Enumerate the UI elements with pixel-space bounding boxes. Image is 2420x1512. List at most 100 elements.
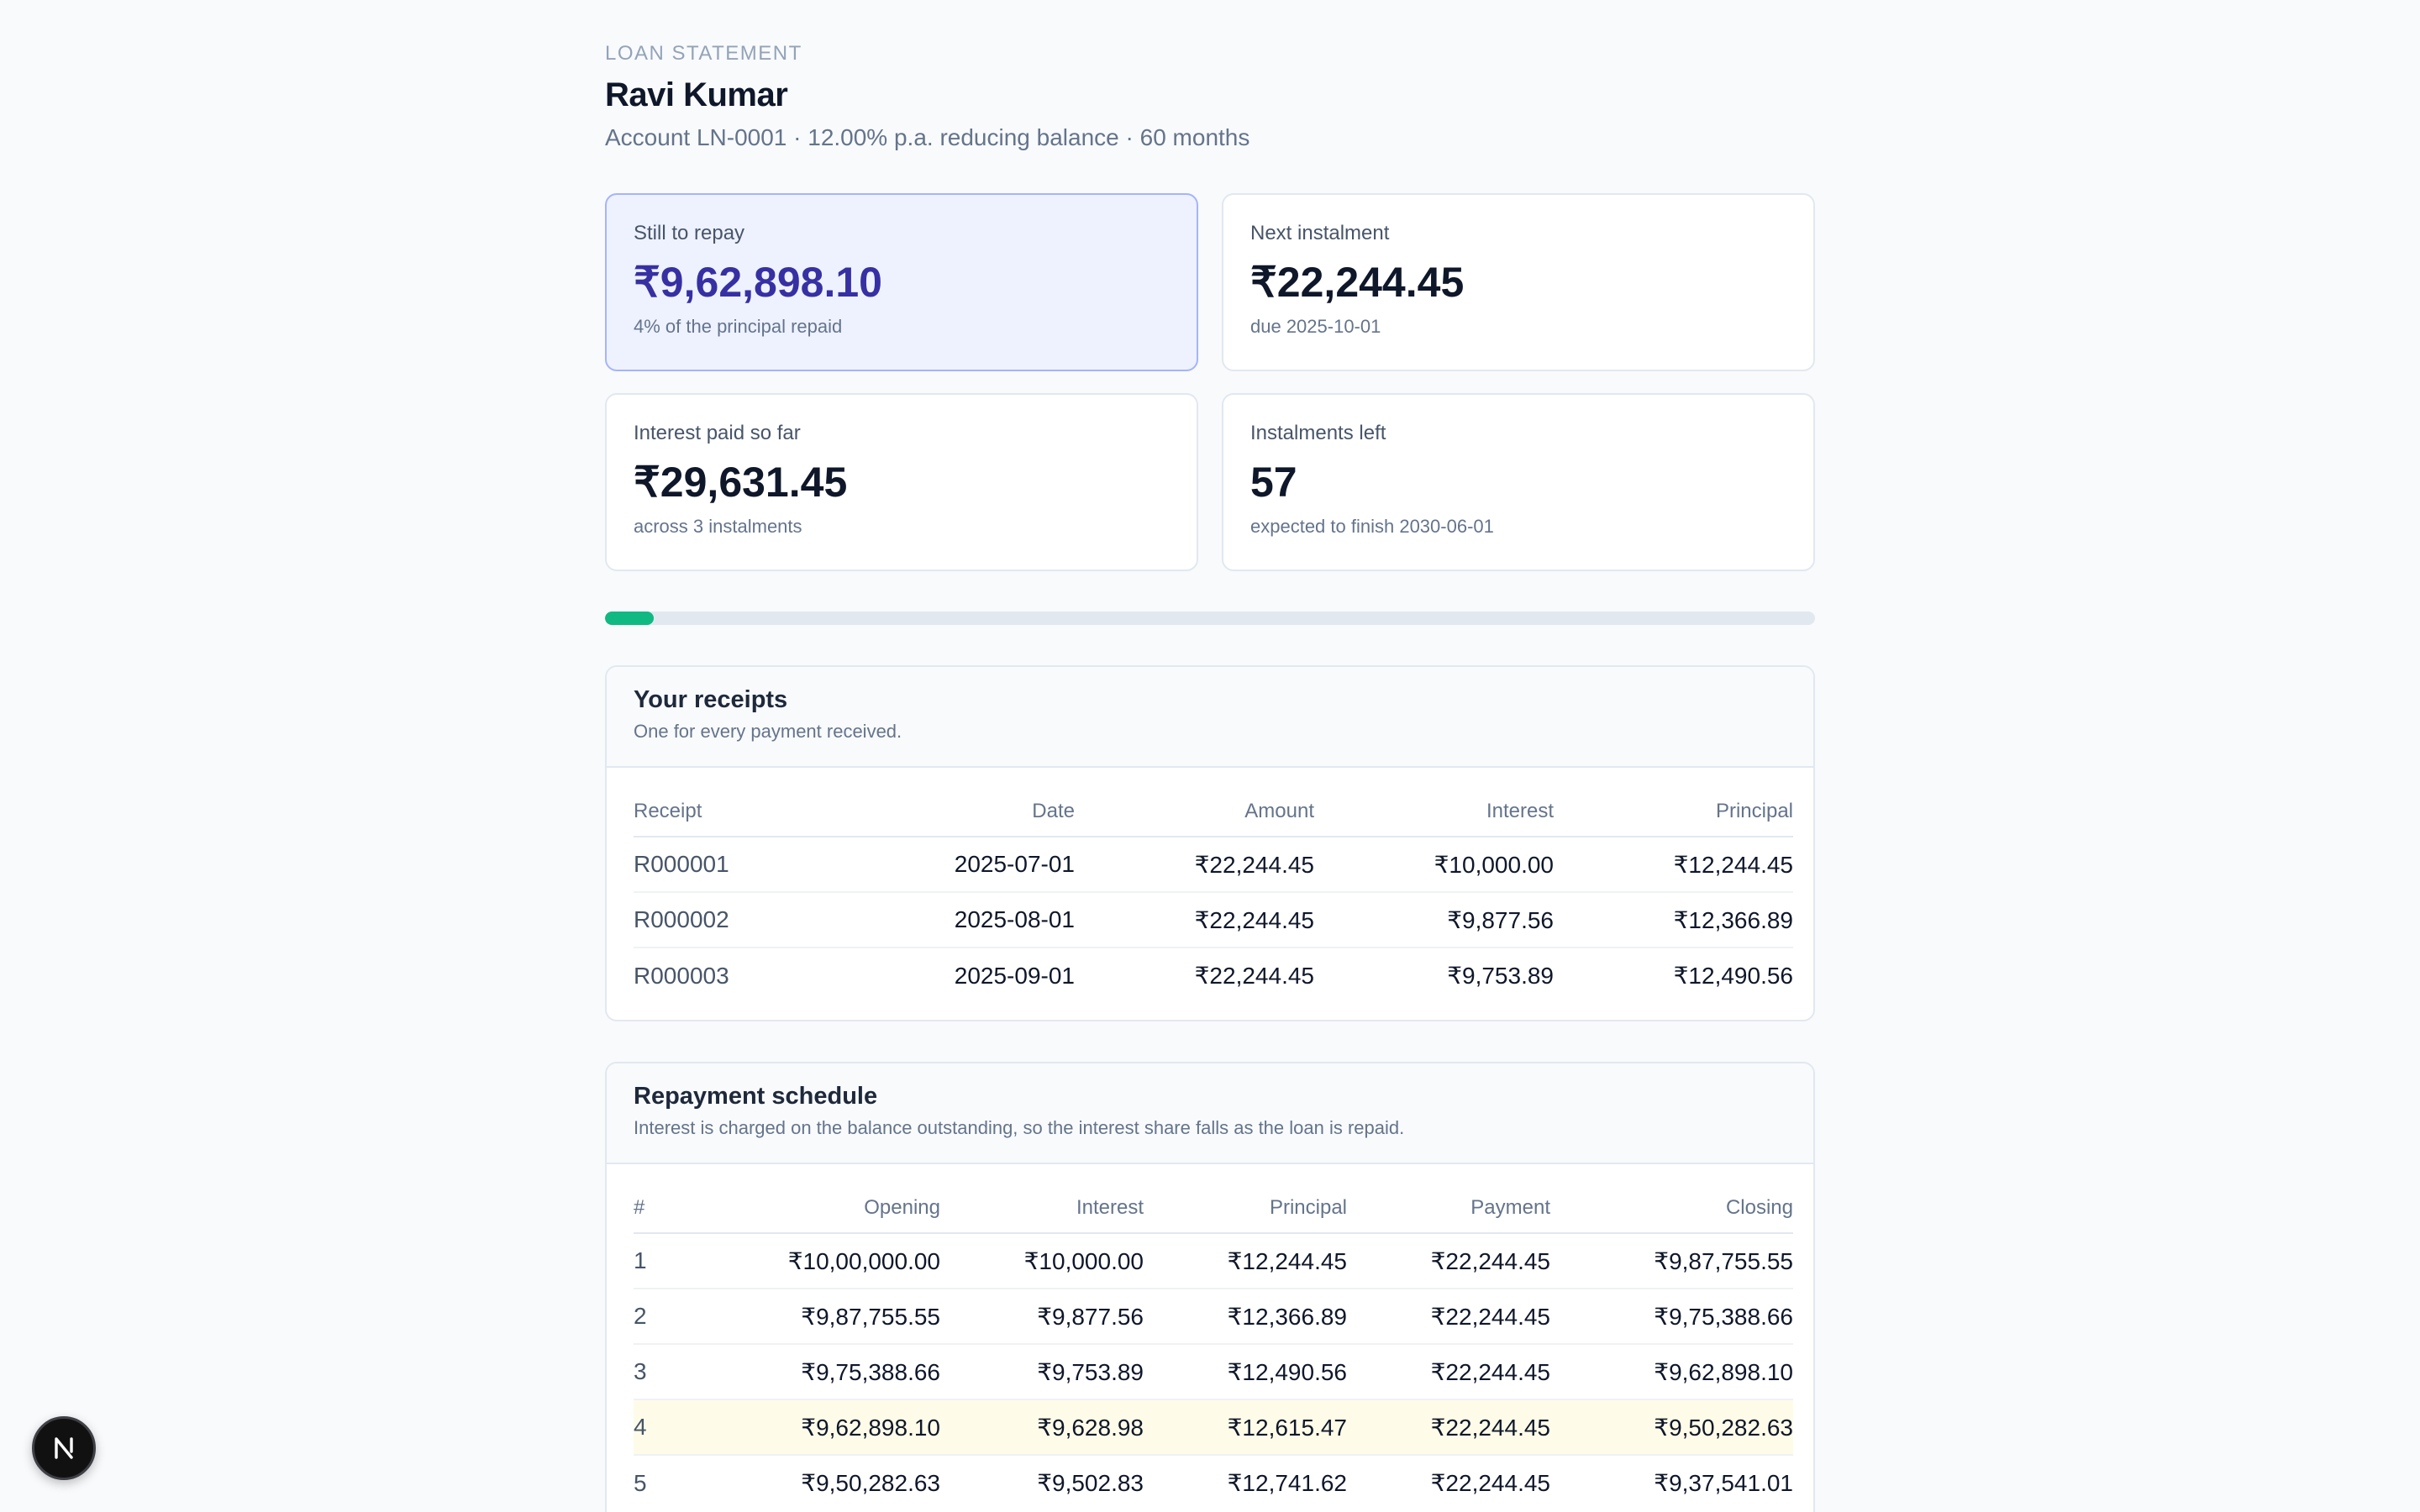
table-row: R000001 2025-07-01 ₹22,244.45 ₹10,000.00… [634,837,1793,893]
receipt-amount: ₹22,244.45 [1075,892,1314,948]
closing-balance: ₹9,62,898.10 [1550,1344,1793,1400]
table-row: R000002 2025-08-01 ₹22,244.45 ₹9,877.56 … [634,892,1793,948]
payment-amount: ₹22,244.45 [1347,1344,1550,1400]
card-value: ₹22,244.45 [1250,259,1465,306]
repayment-progress-bar [605,612,1815,625]
schedule-panel-header: Repayment schedule Interest is charged o… [607,1063,1813,1164]
payment-amount: ₹22,244.45 [1430,1470,1550,1496]
table-row: 2 ₹9,87,755.55 ₹9,877.56 ₹12,366.89 ₹22,… [634,1289,1793,1345]
receipt-amount: ₹22,244.45 [1194,963,1314,989]
table-row: 3 ₹9,75,388.66 ₹9,753.89 ₹12,490.56 ₹22,… [634,1344,1793,1400]
interest-amount: ₹9,502.83 [1037,1470,1144,1496]
receipt-principal: ₹12,490.56 [1673,963,1793,989]
card-label: Next instalment [1250,222,1390,244]
closing-balance: ₹9,50,282.63 [1550,1399,1793,1456]
receipt-interest: ₹9,877.56 [1314,892,1554,948]
column-header-closing: Closing [1550,1186,1793,1234]
card-label: Interest paid so far [634,422,801,444]
receipt-principal: ₹12,366.89 [1554,892,1793,948]
instalment-number: 1 [634,1233,692,1289]
table-row: 5 ₹9,50,282.63 ₹9,502.83 ₹12,741.62 ₹22,… [634,1455,1793,1510]
page-eyebrow: LOAN STATEMENT [605,42,802,65]
schedule-panel: Repayment schedule Interest is charged o… [605,1062,1815,1512]
column-header-number: # [634,1186,692,1234]
receipts-panel-header: Your receipts One for every payment rece… [607,667,1813,768]
customer-name: Ravi Kumar [605,76,788,113]
instalment-number: 2 [634,1289,692,1345]
principal-amount: ₹12,741.62 [1227,1470,1347,1496]
payment-amount: ₹22,244.45 [1347,1399,1550,1456]
schedule-subtitle: Interest is charged on the balance outst… [634,1117,1405,1138]
instalment-number: 3 [634,1344,692,1400]
card-value: ₹9,62,898.10 [634,259,882,306]
column-header-principal: Principal [1554,790,1793,837]
still-to-repay-card: Still to repay ₹9,62,898.10 4% of the pr… [605,193,1198,371]
receipt-interest: ₹9,753.89 [1447,963,1554,989]
card-note: expected to finish 2030-06-01 [1250,516,1494,537]
interest-amount: ₹10,000.00 [940,1233,1144,1289]
column-header-payment: Payment [1347,1186,1550,1234]
interest-amount: ₹9,753.89 [940,1344,1144,1400]
principal-amount: ₹12,490.56 [1144,1344,1347,1400]
summary-cards: Still to repay ₹9,62,898.10 4% of the pr… [605,193,1815,571]
column-header-interest: Interest [940,1186,1144,1234]
receipt-principal: ₹12,244.45 [1554,837,1793,893]
card-value: 57 [1250,459,1297,506]
column-header-date: Date [827,790,1075,837]
opening-balance: ₹9,50,282.63 [801,1470,940,1496]
payment-amount: ₹22,244.45 [1347,1233,1550,1289]
opening-balance: ₹9,62,898.10 [692,1399,940,1456]
nextjs-logo-icon[interactable] [32,1416,96,1480]
card-note: due 2025-10-01 [1250,316,1381,337]
closing-balance: ₹9,87,755.55 [1550,1233,1793,1289]
receipt-interest: ₹10,000.00 [1314,837,1554,893]
next-instalment-card: Next instalment ₹22,244.45 due 2025-10-0… [1222,193,1815,371]
closing-balance: ₹9,37,541.01 [1654,1470,1793,1496]
receipt-date: 2025-09-01 [954,962,1075,989]
receipt-date: 2025-08-01 [827,892,1075,948]
card-note: 4% of the principal repaid [634,316,843,337]
receipt-number: R000001 [634,837,827,893]
interest-amount: ₹9,628.98 [940,1399,1144,1456]
receipts-subtitle: One for every payment received. [634,721,902,742]
schedule-table: # Opening Interest Principal Payment Clo… [634,1186,1793,1510]
instalments-left-card: Instalments left 57 expected to finish 2… [1222,393,1815,571]
account-summary: Account LN-0001 · 12.00% p.a. reducing b… [605,124,1250,150]
n-logo-icon [55,1437,73,1459]
opening-balance: ₹10,00,000.00 [692,1233,940,1289]
column-header-principal: Principal [1144,1186,1347,1234]
card-note: across 3 instalments [634,516,802,537]
principal-amount: ₹12,366.89 [1144,1289,1347,1345]
card-value: ₹29,631.45 [634,459,848,506]
table-row: R000003 2025-09-01 ₹22,244.45 ₹9,753.89 … [634,948,1793,1003]
column-header-amount: Amount [1075,790,1314,837]
opening-balance: ₹9,87,755.55 [692,1289,940,1345]
receipts-table: Receipt Date Amount Interest Principal R… [634,790,1793,1003]
table-header-row: # Opening Interest Principal Payment Clo… [634,1186,1793,1234]
interest-paid-card: Interest paid so far ₹29,631.45 across 3… [605,393,1198,571]
receipts-title: Your receipts [634,686,788,713]
table-row: 4 ₹9,62,898.10 ₹9,628.98 ₹12,615.47 ₹22,… [634,1399,1793,1456]
repayment-progress-fill [605,612,654,625]
column-header-interest: Interest [1314,790,1554,837]
payment-amount: ₹22,244.45 [1347,1289,1550,1345]
instalment-number: 4 [634,1399,692,1456]
receipts-panel: Your receipts One for every payment rece… [605,665,1815,1021]
loan-statement-page: LOAN STATEMENT Ravi Kumar Account LN-000… [605,0,1815,1512]
principal-amount: ₹12,244.45 [1144,1233,1347,1289]
card-label: Instalments left [1250,422,1386,444]
interest-amount: ₹9,877.56 [940,1289,1144,1345]
schedule-title: Repayment schedule [634,1083,878,1110]
table-header-row: Receipt Date Amount Interest Principal [634,790,1793,837]
opening-balance: ₹9,75,388.66 [692,1344,940,1400]
column-header-receipt: Receipt [634,790,827,837]
receipt-number: R000002 [634,892,827,948]
receipt-amount: ₹22,244.45 [1075,837,1314,893]
column-header-opening: Opening [692,1186,940,1234]
receipt-date: 2025-07-01 [827,837,1075,893]
principal-amount: ₹12,615.47 [1144,1399,1347,1456]
closing-balance: ₹9,75,388.66 [1550,1289,1793,1345]
card-label: Still to repay [634,222,745,244]
instalment-number: 5 [634,1469,647,1496]
table-row: 1 ₹10,00,000.00 ₹10,000.00 ₹12,244.45 ₹2… [634,1233,1793,1289]
